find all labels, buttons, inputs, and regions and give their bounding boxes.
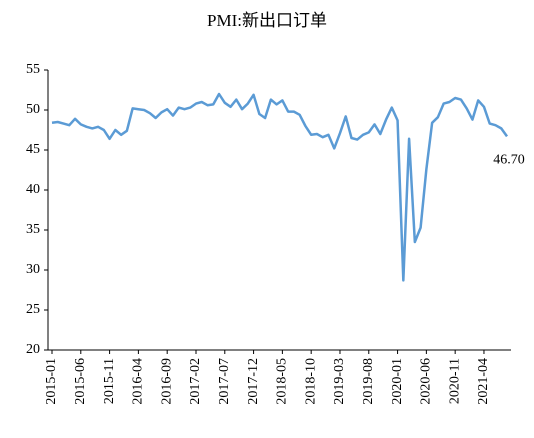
annotation: 46.70	[493, 153, 525, 168]
y-tick-label: 35	[26, 222, 40, 237]
x-tick-label: 2016-04	[131, 358, 146, 405]
x-tick-label: 2017-07	[217, 358, 232, 405]
data-line	[51, 92, 509, 282]
x-tick-label: 2017-02	[188, 358, 203, 405]
y-tick-label: 40	[26, 182, 40, 197]
x-tick-label: 2018-10	[303, 358, 318, 405]
x-tick-label: 2020-01	[390, 358, 405, 405]
y-tick-label: 50	[26, 102, 40, 117]
x-tick-label: 2015-11	[102, 358, 117, 404]
y-tick-label: 55	[26, 62, 40, 77]
x-tick-label: 2020-06	[419, 358, 434, 405]
x-tick-label: 2015-06	[73, 358, 88, 405]
x-tick-label: 2021-04	[476, 358, 491, 405]
x-tick-label: 2016-09	[159, 358, 174, 405]
x-tick-label: 2019-08	[361, 358, 376, 405]
chart-title: PMI:新出口订单	[207, 11, 327, 30]
y-tick-label: 25	[26, 302, 40, 317]
y-tick-label: 30	[26, 262, 40, 277]
x-tick-label: 2015-01	[44, 358, 59, 405]
x-tick-label: 2018-05	[275, 358, 290, 405]
x-tick-label: 2017-12	[246, 358, 261, 405]
x-tick-label: 2020-11	[447, 358, 462, 404]
y-tick-label: 45	[26, 142, 40, 157]
x-tick-label: 2019-03	[332, 358, 347, 405]
y-tick-label: 20	[26, 342, 40, 357]
